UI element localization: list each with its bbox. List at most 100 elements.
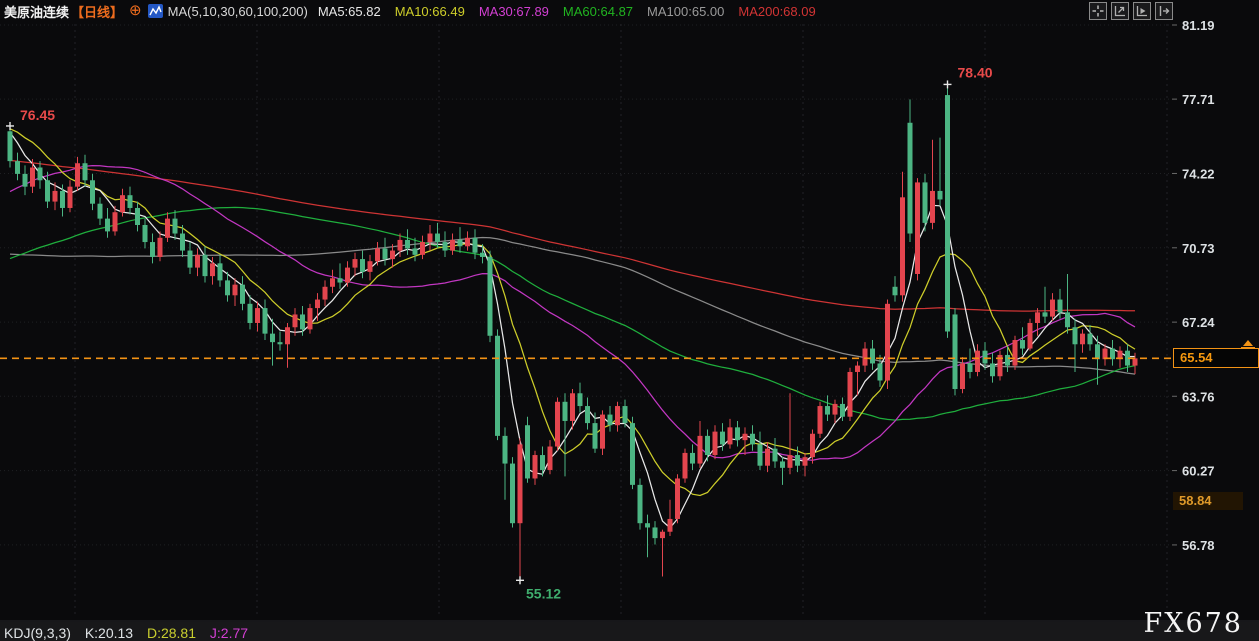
candle-body xyxy=(457,239,463,247)
candle-body xyxy=(637,484,643,524)
candle-body xyxy=(525,425,530,479)
watermark: FX678 xyxy=(1143,608,1243,639)
candle-body xyxy=(990,363,995,377)
candle-body xyxy=(450,239,455,251)
candle-body xyxy=(690,452,695,464)
collapse-right-icon[interactable] xyxy=(1155,2,1173,20)
candle-body xyxy=(735,427,740,441)
candle-body xyxy=(1087,333,1093,345)
candle-body xyxy=(307,308,313,330)
candle-body xyxy=(495,335,500,436)
candle-body xyxy=(30,167,35,187)
candle-body xyxy=(240,284,245,304)
candle-body xyxy=(862,348,868,366)
y-axis-label: 63.76 xyxy=(1182,389,1215,404)
candle-body xyxy=(907,122,913,234)
candle-body xyxy=(247,303,253,323)
period-tag: 【日线】 xyxy=(71,4,124,20)
kdj-indicator-row: KDJ(9,3,3) K:20.13 D:28.81 J:2.77 xyxy=(4,625,258,641)
y-axis-label: 77.71 xyxy=(1182,92,1215,107)
chart-type-icon[interactable] xyxy=(147,4,163,18)
candle-body xyxy=(1080,333,1085,345)
candle-body xyxy=(802,457,808,466)
candle-body xyxy=(727,427,733,445)
candle-body xyxy=(1012,340,1018,366)
candle-body xyxy=(855,365,860,372)
candle-body xyxy=(442,242,448,251)
ma-value: MA10:66.49 xyxy=(394,3,465,19)
candle-body xyxy=(82,163,88,181)
candle-body xyxy=(877,363,883,381)
candle-body xyxy=(150,242,155,257)
candle-body xyxy=(390,250,395,260)
candle-body xyxy=(397,239,403,251)
candle-body xyxy=(615,406,620,426)
candle-body xyxy=(277,342,283,345)
candle-body xyxy=(412,248,418,255)
candle-body xyxy=(135,207,140,226)
candle-body xyxy=(712,431,718,456)
candle-body xyxy=(772,448,778,462)
ma-value: MA60:64.87 xyxy=(562,3,634,19)
candle-body xyxy=(7,131,13,162)
candle-body xyxy=(1065,312,1070,328)
candle-body xyxy=(547,446,553,470)
ma-line-5 xyxy=(9,132,1136,529)
candle-body xyxy=(1072,327,1078,345)
candle-body xyxy=(967,363,973,372)
candle-body xyxy=(517,444,523,524)
candle-body xyxy=(502,435,508,464)
candle-body xyxy=(682,452,688,479)
symbol-title: 美原油连续 xyxy=(4,4,70,20)
candle-body xyxy=(22,173,28,187)
candle-body xyxy=(750,433,755,445)
candle-body xyxy=(15,161,20,174)
candle-body xyxy=(840,403,845,417)
candle-body xyxy=(405,239,410,249)
ma-line-100 xyxy=(9,236,1136,375)
fit-scale-icon[interactable] xyxy=(1111,2,1129,20)
candle-body xyxy=(600,414,605,449)
candle-body xyxy=(292,314,298,328)
candle-body xyxy=(825,406,830,415)
chart-toolbar xyxy=(1089,2,1173,20)
candle-body xyxy=(37,167,43,181)
candle-body xyxy=(1050,299,1055,317)
price-annotation: 55.12 xyxy=(526,585,561,601)
candle-body xyxy=(765,448,770,466)
candle-body xyxy=(937,190,943,200)
candle-body xyxy=(847,371,853,417)
candle-body xyxy=(1110,348,1115,360)
candle-body xyxy=(742,433,748,441)
candle-body xyxy=(660,531,665,539)
candle-body xyxy=(360,259,365,272)
candle-body xyxy=(165,218,170,238)
candle-body xyxy=(330,278,335,287)
y-axis-label: 70.73 xyxy=(1182,241,1215,256)
candle-body xyxy=(97,203,103,219)
move-icon[interactable] xyxy=(1089,2,1107,20)
ma-values-legend: MA5:65.82 MA10:66.49 MA30:67.89 MA60:64.87 M… xyxy=(318,4,830,19)
candle-body xyxy=(270,333,275,343)
candle-body xyxy=(592,423,598,449)
ma-line-200 xyxy=(9,159,1136,312)
candle-body xyxy=(120,195,125,213)
candle-body xyxy=(210,263,215,277)
candle-body xyxy=(645,523,650,528)
candle-body xyxy=(157,237,163,257)
scale-play-icon[interactable] xyxy=(1133,2,1151,20)
add-indicator-button[interactable]: ⊕ xyxy=(129,2,142,19)
candle-body xyxy=(960,363,965,390)
candle-body xyxy=(1035,312,1040,323)
candle-body xyxy=(945,95,950,332)
kdj-k-value: K:20.13 xyxy=(84,625,134,641)
y-axis-label: 81.19 xyxy=(1182,18,1215,33)
candle-body xyxy=(885,303,890,381)
candle-body xyxy=(892,286,898,296)
candle-body xyxy=(795,455,800,466)
candle-body xyxy=(817,406,823,434)
candle-body xyxy=(217,263,223,281)
candle-body xyxy=(915,182,920,274)
